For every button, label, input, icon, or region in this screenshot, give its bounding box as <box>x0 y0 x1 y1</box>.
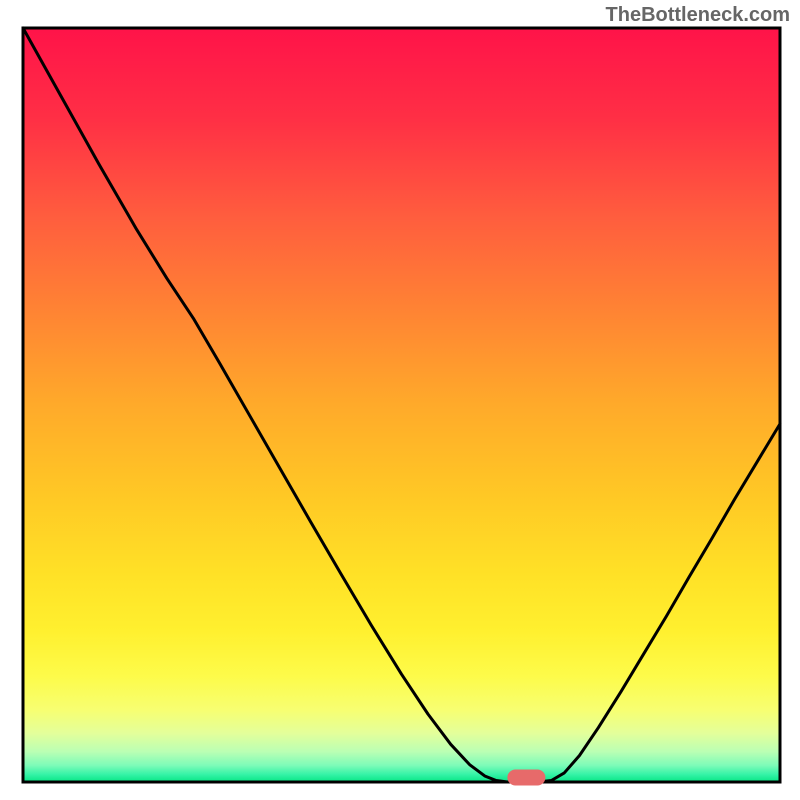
chart-container: TheBottleneck.com <box>0 0 800 800</box>
watermark-text: TheBottleneck.com <box>606 4 790 27</box>
bottleneck-chart <box>0 0 800 800</box>
plot-background <box>23 28 780 782</box>
optimum-marker <box>507 769 545 785</box>
